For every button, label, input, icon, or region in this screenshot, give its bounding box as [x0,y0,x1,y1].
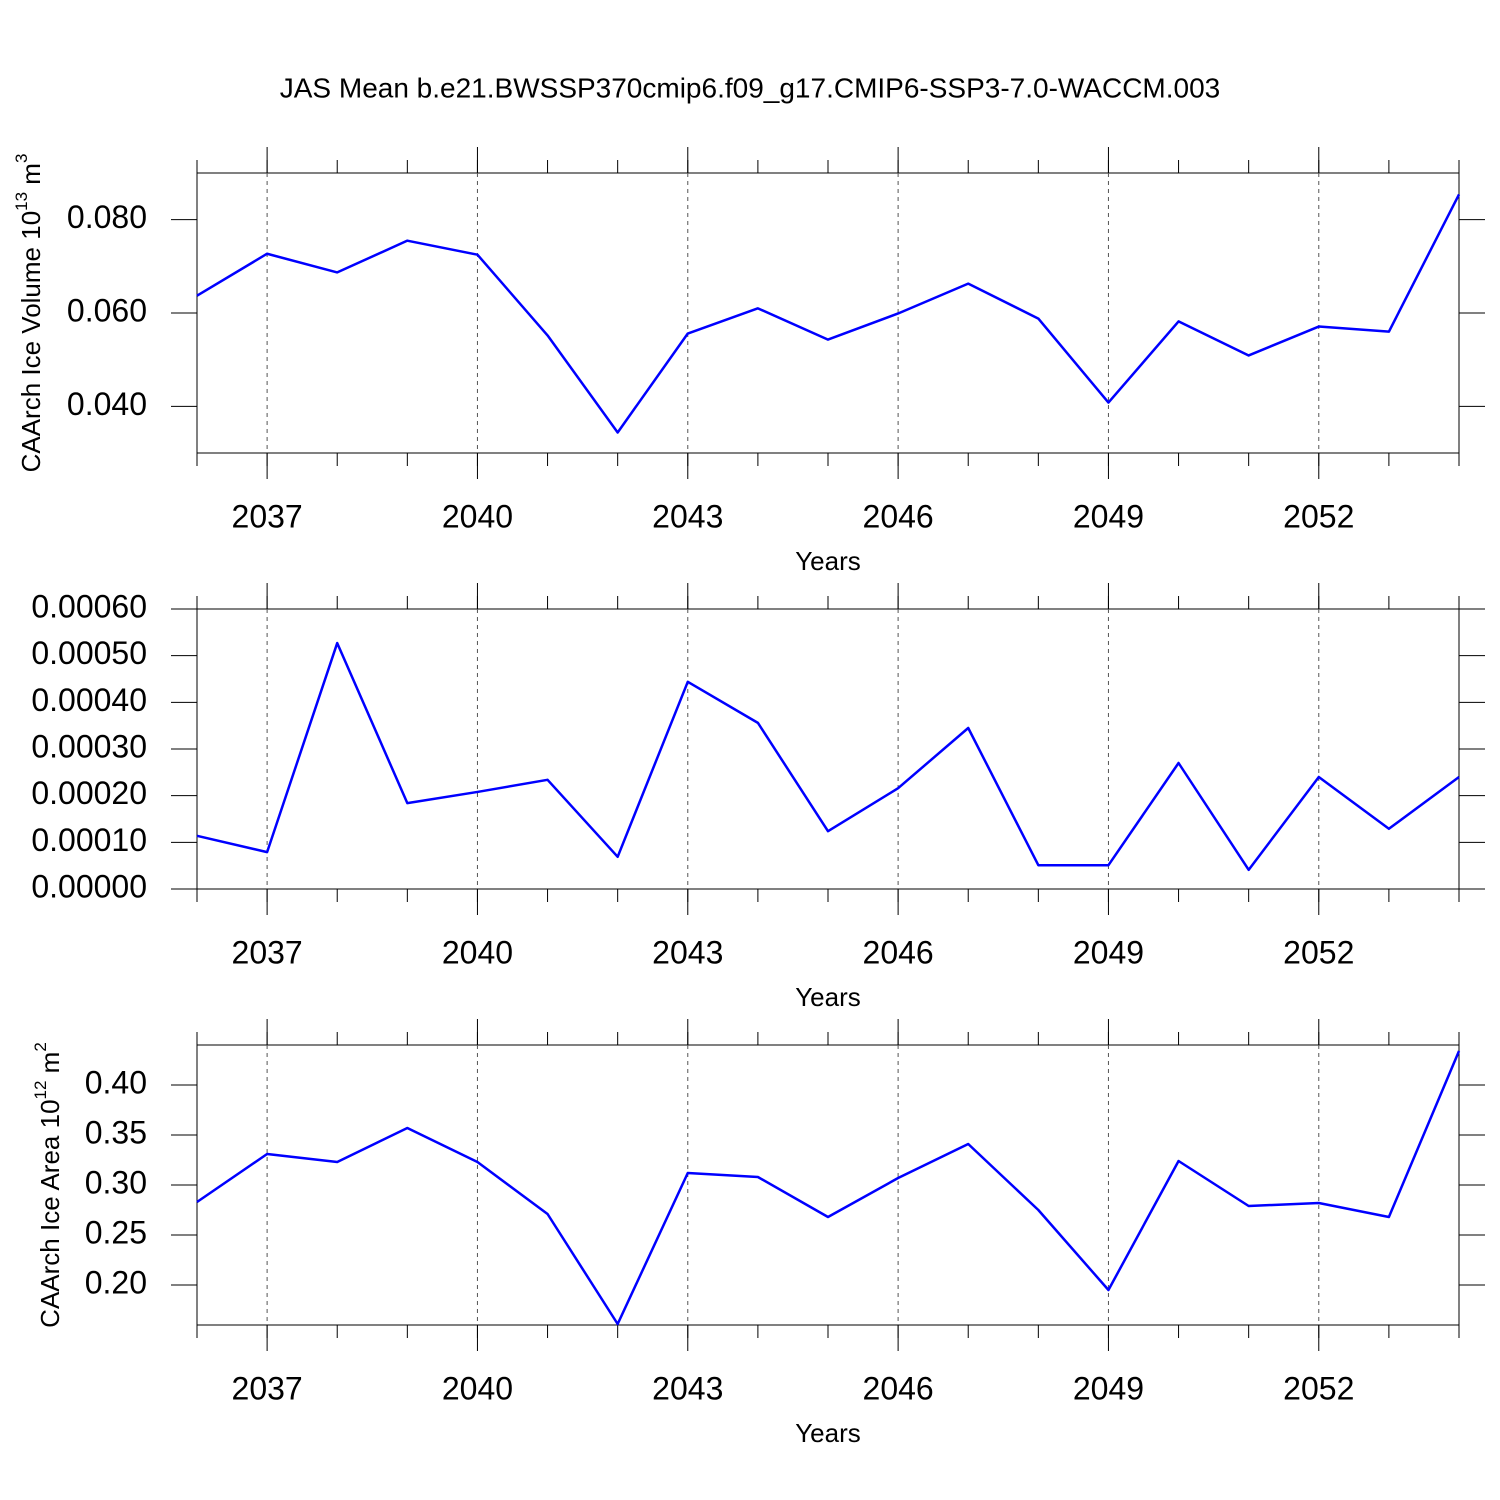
y-tick-label: 0.040 [67,386,147,422]
x-axis-label: Years [795,546,861,576]
y-axis-label: CAArch Snow Volume 1013 m3 [0,574,5,923]
x-tick-label: 2052 [1283,934,1354,970]
x-tick-label: 2040 [442,934,513,970]
x-tick-label: 2049 [1073,934,1144,970]
y-tick-label: 0.00010 [31,822,147,858]
chart-title: JAS Mean b.e21.BWSSP370cmip6.f09_g17.CMI… [280,72,1221,103]
y-tick-label: 0.00060 [31,588,147,624]
y-tick-label: 0.25 [85,1214,147,1250]
x-tick-label: 2037 [232,498,303,534]
y-tick-label: 0.35 [85,1114,147,1150]
x-tick-label: 2052 [1283,498,1354,534]
plot-frame [196,172,1460,454]
y-axis-label-part: CAArch Ice Area 10 [35,1099,65,1327]
y-axis-label-part: m [0,584,5,613]
y-axis-label-part: CAArch Ice Volume 10 [16,211,46,473]
x-tick-label: 2037 [232,934,303,970]
y-tick-label: 0.40 [85,1064,147,1100]
plot-frame [196,608,1460,890]
x-tick-label: 2049 [1073,498,1144,534]
y-axis-label-part: m [35,1052,65,1081]
y-axis-label-part: m [16,163,46,192]
y-tick-label: 0.060 [67,292,147,328]
x-tick-label: 2037 [232,1370,303,1406]
x-tick-label: 2046 [863,498,934,534]
x-tick-label: 2043 [652,934,723,970]
y-tick-label: 0.00000 [31,868,147,904]
y-axis-label: CAArch Ice Area 1012 m2 [31,1042,64,1328]
x-tick-label: 2040 [442,498,513,534]
y-axis-label-superscript: 13 [12,192,31,211]
y-tick-label: 0.20 [85,1264,147,1300]
x-tick-label: 2040 [442,1370,513,1406]
y-axis-label-part: CAArch Snow Volume 10 [0,632,5,924]
x-tick-label: 2046 [863,934,934,970]
y-axis-label: CAArch Ice Volume 1013 m3 [12,154,45,473]
y-tick-label: 0.00050 [31,635,147,671]
data-line [196,193,1461,434]
y-axis-label-superscript: 3 [12,154,31,163]
y-tick-label: 0.30 [85,1164,147,1200]
x-tick-label: 2052 [1283,1370,1354,1406]
plot-frame [196,1044,1460,1326]
y-axis-label-superscript: 2 [31,1042,50,1051]
y-axis-label-superscript: 12 [31,1081,50,1100]
x-tick-label: 2049 [1073,1370,1144,1406]
x-tick-label: 2043 [652,1370,723,1406]
y-tick-label: 0.00030 [31,728,147,764]
data-line [196,641,1460,872]
x-tick-label: 2046 [863,1370,934,1406]
x-axis-label: Years [795,982,861,1012]
y-tick-label: 0.00020 [31,775,147,811]
x-tick-label: 2043 [652,498,723,534]
y-tick-label: 0.00040 [31,682,147,718]
data-line [196,1050,1461,1326]
x-axis-label: Years [795,1418,861,1448]
y-tick-label: 0.080 [67,199,147,235]
